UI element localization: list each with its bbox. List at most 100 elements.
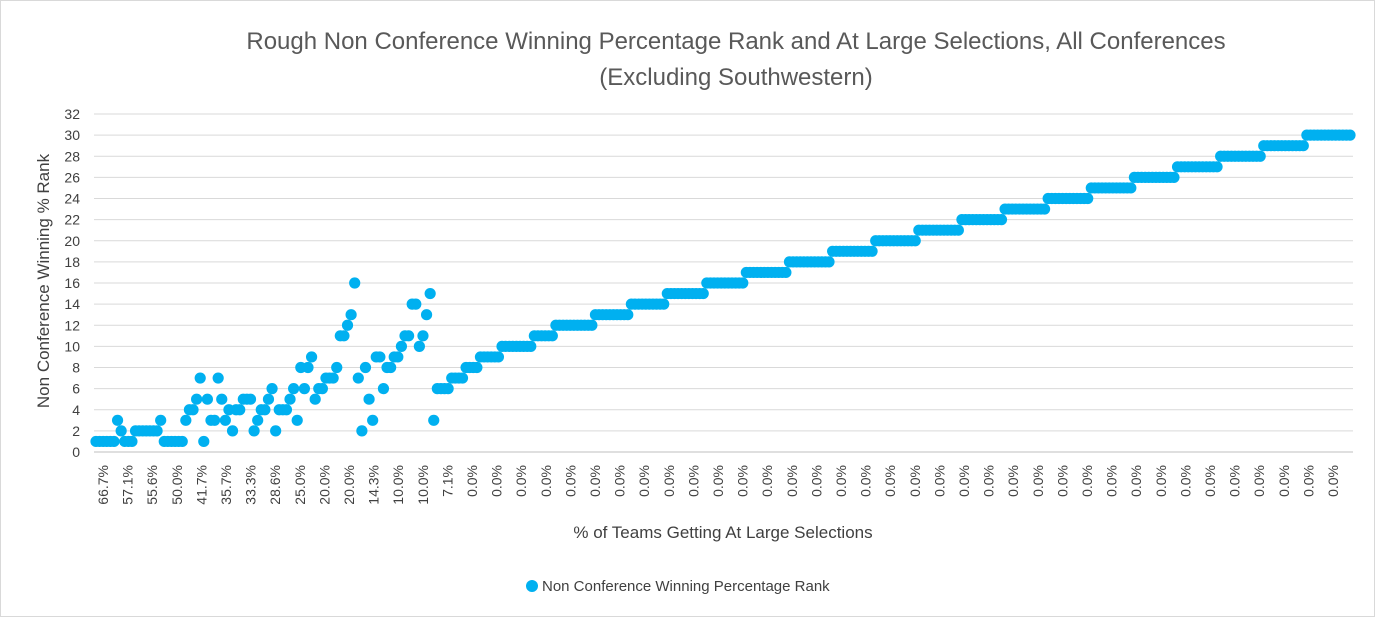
chart-subtitle: (Excluding Southwestern) [599,64,872,91]
x-tick-label: 0.0% [1325,465,1341,497]
x-tick-label: 0.0% [907,465,923,497]
x-tick-label: 0.0% [710,465,726,497]
data-point [356,425,368,437]
y-tick-label: 16 [64,275,80,291]
data-point [288,383,300,395]
data-point [259,404,271,416]
x-tick-label: 0.0% [1104,465,1120,497]
y-tick-label: 10 [64,338,80,354]
x-axis-title: % of Teams Getting At Large Selections [573,523,872,542]
x-tick-label: 0.0% [833,465,849,497]
data-point [952,224,964,236]
data-point [1254,150,1266,162]
x-tick-label: 0.0% [1128,465,1144,497]
x-tick-label: 0.0% [1202,465,1218,497]
x-tick-label: 0.0% [636,465,652,497]
x-tick-label: 0.0% [1005,465,1021,497]
x-tick-label: 7.1% [439,465,455,497]
legend-label: Non Conference Winning Percentage Rank [542,578,830,595]
x-tick-label: 0.0% [661,465,677,497]
data-point [201,393,213,405]
data-point [377,383,390,395]
x-tick-label: 0.0% [562,465,578,497]
data-point [1211,161,1223,173]
y-tick-label: 0 [72,444,80,460]
data-point [126,435,138,448]
x-axis-ticks: 66.7% 57.1% 55.6% 50.0% 41.7% 35.7% 33.3% 28.6%… [95,465,1341,505]
data-point [1168,171,1180,183]
data-point [305,351,318,363]
x-tick-label: 0.0% [1079,465,1095,497]
data-point [403,330,415,342]
data-point [413,340,425,352]
data-point [1038,203,1051,215]
data-point [737,277,749,289]
x-tick-label: 28.6% [267,465,283,505]
y-tick-label: 2 [72,423,80,439]
data-point [176,435,188,448]
data-point [823,256,835,268]
y-tick-label: 32 [64,106,80,122]
data-point [395,340,408,352]
data-point [187,404,199,416]
y-tick-label: 6 [72,381,80,397]
x-tick-label: 0.0% [808,465,824,497]
data-point [424,287,436,300]
x-tick-label: 0.0% [882,465,898,497]
data-point [108,435,120,448]
y-tick-label: 24 [64,191,80,207]
x-tick-label: 0.0% [1177,465,1193,497]
x-tick-label: 50.0% [169,465,185,505]
data-point [428,414,440,426]
data-point [115,425,127,437]
x-tick-label: 0.0% [1153,465,1169,497]
x-tick-label: 0.0% [612,465,628,497]
data-point [995,214,1008,226]
data-point [866,245,878,257]
x-tick-label: 20.0% [316,465,332,505]
data-point [471,361,483,374]
y-tick-label: 14 [64,296,80,312]
data-point [385,361,397,374]
chart-title: Rough Non Conference Winning Percentage … [246,28,1225,55]
legend: Non Conference Winning Percentage Rank [526,578,830,595]
data-point [1344,129,1356,141]
data-point [420,309,433,321]
data-point [244,393,257,405]
data-point [345,309,357,321]
legend-marker-icon [526,580,538,592]
data-point [191,393,203,405]
data-point [374,351,386,363]
data-point [658,298,670,310]
x-tick-label: 66.7% [95,465,111,505]
data-point [284,393,296,405]
data-point [198,435,210,448]
data-point [392,351,404,363]
data-point [410,298,422,310]
x-tick-label: 0.0% [1030,465,1046,497]
data-point [155,414,167,426]
y-axis-title: Non Conference Winning % Rank [34,153,53,408]
data-point [909,235,921,247]
x-tick-label: 0.0% [513,465,529,497]
data-point [525,340,537,352]
x-tick-label: 55.6% [144,465,160,505]
x-tick-label: 20.0% [341,465,357,505]
y-tick-label: 22 [64,212,80,228]
data-point [248,425,260,437]
x-tick-label: 0.0% [931,465,947,497]
data-point [1297,140,1309,152]
x-tick-label: 57.1% [120,465,136,505]
x-tick-label: 0.0% [858,465,874,497]
data-point [252,414,264,426]
data-point [456,372,469,384]
x-tick-label: 0.0% [759,465,775,497]
data-point [151,425,163,437]
data-point [262,393,275,405]
x-tick-label: 33.3% [243,465,259,505]
data-point [341,319,354,331]
data-point [219,414,231,426]
data-point [442,383,454,395]
